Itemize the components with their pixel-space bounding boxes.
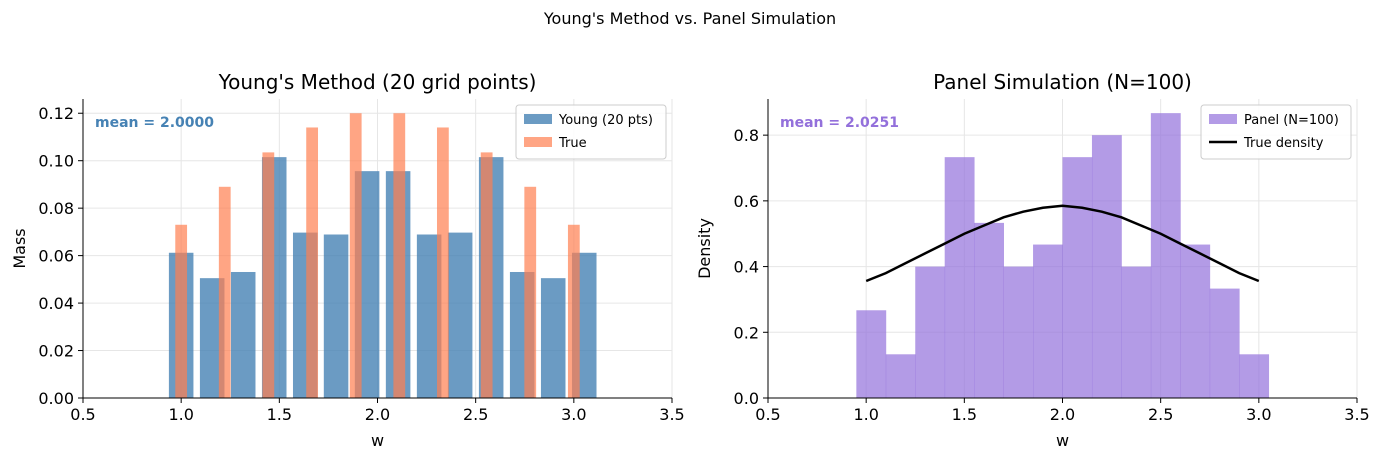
legend-label: Panel (N=100) xyxy=(1244,113,1339,128)
histogram-bar xyxy=(1062,157,1093,398)
mean-annotation: mean = 2.0251 xyxy=(780,115,899,131)
bar-true xyxy=(567,224,580,398)
y-axis-label: Mass xyxy=(10,228,29,268)
chart-young-method: 0.5 1.0 1.5 2.0 2.5 3.0 3.5 0.00 0.02 0.04 0.06 0.0… xyxy=(10,70,685,450)
legend-swatch xyxy=(524,114,552,124)
histogram-bar xyxy=(915,266,946,398)
histogram-bar xyxy=(885,354,916,398)
x-tick-label: 2.5 xyxy=(1148,405,1173,424)
histogram-bar xyxy=(1003,266,1034,398)
x-tick-label: 1.5 xyxy=(952,405,977,424)
y-tick-label: 0.0 xyxy=(734,389,759,408)
legend-swatch xyxy=(1209,114,1237,124)
legend-swatch xyxy=(524,137,552,147)
y-tick-label: 0.4 xyxy=(734,258,759,277)
bar-young xyxy=(230,271,256,398)
y-tick-label: 0.2 xyxy=(734,323,759,342)
bar-true xyxy=(480,152,493,398)
y-tick-label: 0.6 xyxy=(734,192,759,211)
histogram-bar xyxy=(1180,244,1211,398)
histogram-bar xyxy=(944,157,975,398)
y-tick-label: 0.10 xyxy=(38,152,74,171)
y-tick-label: 0.02 xyxy=(38,342,74,361)
x-tick-label: 3.5 xyxy=(1344,405,1369,424)
y-tick-label: 0.08 xyxy=(38,199,74,218)
histogram-bar xyxy=(1091,135,1122,398)
bar-true xyxy=(349,113,362,398)
histogram-bar xyxy=(1209,288,1240,398)
mean-annotation: mean = 2.0000 xyxy=(95,115,214,131)
y-tick-label: 0.06 xyxy=(38,247,74,266)
x-tick-label: 1.0 xyxy=(168,405,193,424)
x-tick-label: 2.5 xyxy=(463,405,488,424)
legend-label: True xyxy=(558,136,587,151)
x-tick-label: 3.5 xyxy=(659,405,684,424)
legend-box xyxy=(1200,104,1352,160)
bar-young xyxy=(447,232,473,398)
histogram-bar xyxy=(974,222,1004,398)
bar-true xyxy=(262,152,275,398)
histogram-bar xyxy=(1033,244,1063,398)
y-tick-label: 0.12 xyxy=(38,104,74,123)
bar-true xyxy=(306,127,319,398)
histogram-bar xyxy=(1239,354,1270,398)
bar-true xyxy=(524,186,537,398)
bar-young xyxy=(323,234,349,398)
chart-title: Panel Simulation (N=100) xyxy=(933,70,1192,94)
true-density-line xyxy=(865,204,1260,283)
histogram-bar xyxy=(856,310,887,398)
x-axis-label: w xyxy=(1056,431,1069,450)
y-tick-label: 0.8 xyxy=(734,126,759,145)
bar-true xyxy=(218,186,231,398)
bar-true xyxy=(436,127,449,398)
x-tick-label: 1.0 xyxy=(853,405,878,424)
x-tick-label: 0.5 xyxy=(755,405,780,424)
y-tick-label: 0.04 xyxy=(38,294,74,313)
x-tick-label: 2.0 xyxy=(365,405,390,424)
legend-label: Young (20 pts) xyxy=(558,113,653,128)
x-tick-label: 2.0 xyxy=(1050,405,1075,424)
figure-suptitle: Young's Method vs. Panel Simulation xyxy=(543,9,836,28)
chart-panel-simulation: 0.5 1.0 1.5 2.0 2.5 3.0 3.5 0.0 0.2 0.4 0.6 0.8 Pane… xyxy=(695,70,1370,450)
legend-box xyxy=(515,104,667,160)
y-tick-label: 0.00 xyxy=(38,389,74,408)
chart-title: Young's Method (20 grid points) xyxy=(218,70,537,94)
histogram-bar xyxy=(1121,266,1152,398)
x-tick-label: 1.5 xyxy=(267,405,292,424)
x-tick-label: 3.0 xyxy=(561,405,586,424)
x-tick-label: 0.5 xyxy=(70,405,95,424)
bar-young xyxy=(540,278,566,398)
y-axis-label: Density xyxy=(695,218,714,279)
x-tick-label: 3.0 xyxy=(1246,405,1271,424)
histogram-bar xyxy=(1150,113,1181,398)
x-axis-label: w xyxy=(371,431,384,450)
legend-label: True density xyxy=(1243,136,1324,151)
bar-true xyxy=(175,224,188,398)
bar-true xyxy=(393,113,406,398)
